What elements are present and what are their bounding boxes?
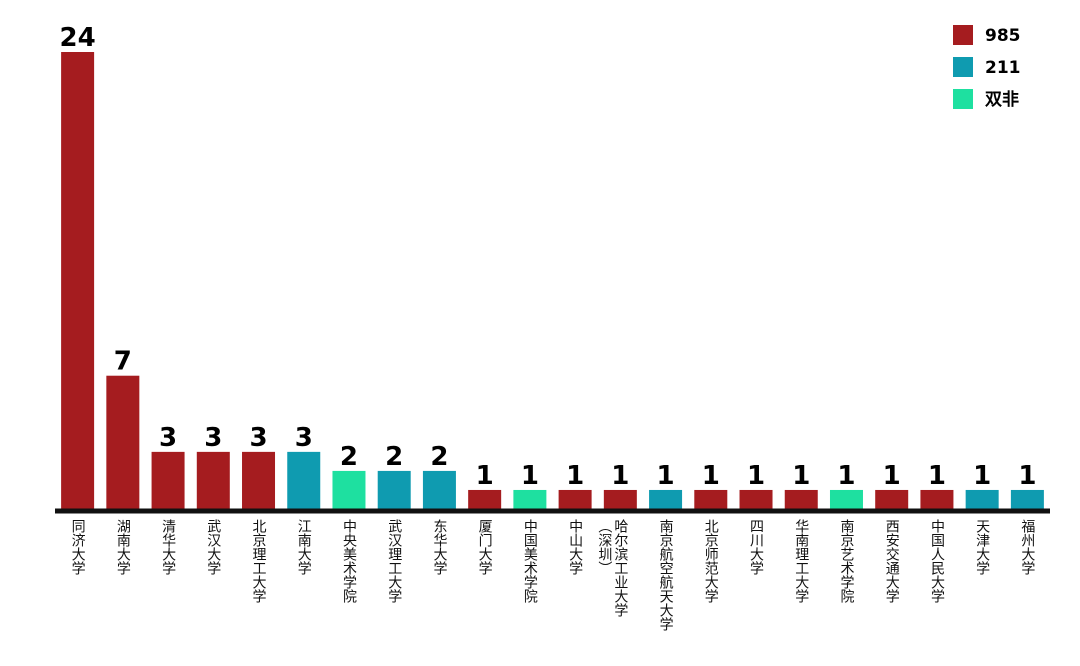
legend-label: 985 — [985, 26, 1021, 46]
data-label: 1 — [747, 461, 765, 491]
x-tick-label: 清华大学 — [160, 519, 177, 575]
bar — [106, 375, 140, 509]
data-label: 1 — [521, 461, 539, 491]
data-label: 1 — [611, 461, 629, 491]
data-label: 1 — [657, 461, 675, 491]
x-tick-label: 华南理工大学 — [793, 519, 810, 603]
x-tick-label: 江南大学 — [295, 519, 312, 575]
data-label: 7 — [114, 347, 132, 377]
legend-label: 双非 — [985, 89, 1019, 110]
bar — [513, 489, 547, 509]
x-tick-label: 南京艺术学院 — [838, 519, 855, 603]
data-label: 1 — [928, 461, 946, 491]
data-label: 1 — [837, 461, 855, 491]
bar — [558, 489, 592, 509]
data-label: 2 — [430, 442, 448, 472]
data-label: 3 — [295, 423, 313, 453]
x-tick-label: 武汉大学 — [205, 519, 222, 575]
x-tick-label: 中山大学 — [567, 519, 584, 575]
bar — [287, 451, 321, 509]
legend-swatch — [953, 89, 973, 109]
bar — [422, 470, 456, 509]
data-label: 1 — [1018, 461, 1036, 491]
bar — [196, 451, 230, 509]
bar — [377, 470, 411, 509]
data-label: 1 — [476, 461, 494, 491]
x-tick-label: 武汉理工大学 — [386, 519, 403, 603]
data-label: 3 — [159, 423, 177, 453]
bar — [61, 52, 95, 509]
bar — [332, 470, 366, 509]
x-tick-label: 同济大学 — [69, 519, 86, 575]
bar — [603, 489, 637, 509]
bar — [151, 451, 185, 509]
x-tick-label: 四川大学 — [748, 519, 765, 575]
data-label: 24 — [60, 23, 96, 53]
data-label: 2 — [385, 442, 403, 472]
bar — [965, 489, 999, 509]
bar — [829, 489, 863, 509]
x-tick-label: 南京航空航天大学 — [657, 519, 674, 631]
bar — [242, 451, 276, 509]
bar — [1010, 489, 1044, 509]
bar — [784, 489, 818, 509]
x-tick-label: 中央美术学院 — [340, 519, 357, 603]
x-tick-label: 西安交通大学 — [883, 519, 900, 603]
x-tick-label: 北京师范大学 — [702, 519, 719, 603]
x-tick-label: 北京理工大学 — [250, 519, 267, 603]
bar — [468, 489, 502, 509]
legend-swatch — [953, 57, 973, 77]
data-label: 1 — [702, 461, 720, 491]
bar — [649, 489, 683, 509]
data-label: 2 — [340, 442, 358, 472]
x-tick-label: 福州大学 — [1019, 519, 1036, 575]
x-tick-label: 中国人民大学 — [928, 519, 945, 603]
bar — [875, 489, 909, 509]
x-tick-label: 天津大学 — [974, 519, 991, 575]
data-label: 1 — [973, 461, 991, 491]
bar — [920, 489, 954, 509]
data-label: 1 — [883, 461, 901, 491]
bar — [694, 489, 728, 509]
x-tick-label: 东华大学 — [431, 519, 448, 575]
x-tick-label: 厦门大学 — [476, 519, 493, 575]
legend-swatch — [953, 25, 973, 45]
legend-label: 211 — [985, 58, 1021, 78]
data-label: 1 — [792, 461, 810, 491]
data-label: 3 — [204, 423, 222, 453]
bar — [739, 489, 773, 509]
data-label: 3 — [249, 423, 267, 453]
x-tick-label: 中国美术学院 — [521, 519, 538, 603]
data-label: 1 — [566, 461, 584, 491]
x-tick-label: 湖南大学 — [114, 519, 131, 575]
x-tick-label: 哈尔滨工业大学（深圳） — [596, 519, 629, 617]
